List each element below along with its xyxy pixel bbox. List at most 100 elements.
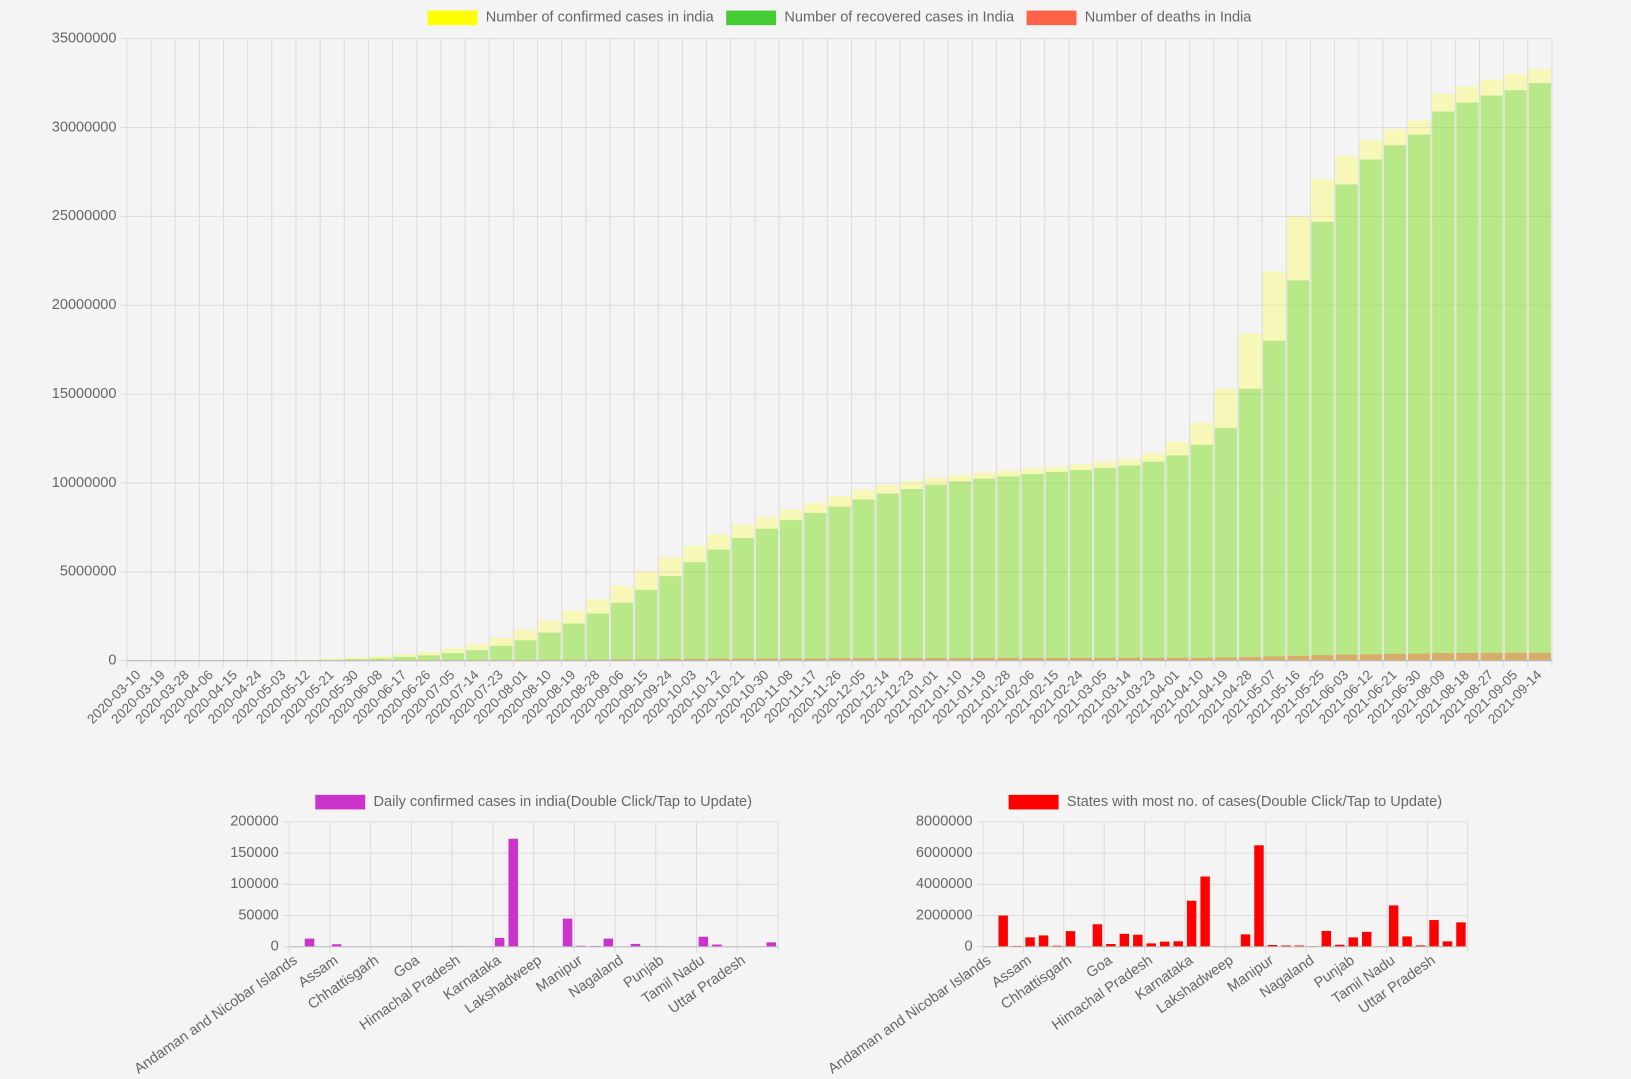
bar	[683, 562, 706, 661]
bar	[441, 653, 465, 661]
bar	[562, 610, 585, 661]
y-tick-label: 150000	[230, 845, 279, 861]
bar	[828, 658, 851, 661]
bar	[1142, 461, 1165, 661]
bar	[1166, 657, 1189, 661]
bar	[1456, 652, 1479, 661]
bar	[1348, 937, 1358, 947]
legend-swatch	[726, 10, 777, 26]
bar	[490, 637, 513, 661]
legend: States with most no. of cases(Double Cli…	[1008, 794, 1442, 810]
bar	[1432, 111, 1455, 661]
bar	[331, 944, 342, 947]
bar	[1528, 652, 1551, 661]
bar	[780, 509, 803, 661]
y-tick-label: 35000000	[52, 30, 117, 46]
bar	[1361, 931, 1372, 947]
bar	[780, 520, 803, 661]
bar	[1045, 657, 1068, 661]
bar	[1021, 657, 1044, 661]
bar	[1240, 934, 1251, 947]
legend-swatch	[427, 10, 478, 26]
bar	[731, 524, 754, 661]
bar	[1311, 221, 1334, 661]
bar	[755, 658, 779, 661]
bar	[1106, 944, 1116, 947]
y-tick-label: 20000000	[52, 297, 117, 313]
y-tick-label: 10000000	[52, 475, 117, 491]
bar	[1146, 943, 1156, 947]
bar	[997, 657, 1020, 661]
bar	[1069, 464, 1093, 661]
bar	[1021, 468, 1044, 661]
bar	[369, 655, 392, 661]
bar	[1200, 876, 1210, 947]
bar	[1238, 388, 1262, 661]
bar	[1456, 922, 1466, 947]
bar	[1335, 944, 1345, 947]
bar	[828, 495, 851, 661]
bar	[1166, 442, 1189, 661]
legend-label: Number of confirmed cases in india	[486, 10, 715, 26]
bar	[441, 648, 465, 661]
bar	[321, 658, 344, 661]
bar	[1021, 474, 1044, 661]
bar	[876, 658, 899, 661]
bar	[804, 512, 827, 661]
bar	[997, 476, 1020, 661]
bar	[1094, 467, 1117, 661]
legend: Daily confirmed cases in india(Double Cl…	[315, 794, 752, 810]
bar	[949, 481, 972, 661]
bar	[1190, 444, 1213, 661]
bar	[1142, 453, 1165, 661]
bar	[973, 657, 996, 661]
bar	[973, 472, 996, 661]
bar	[514, 629, 537, 661]
bar	[1402, 936, 1412, 947]
bar	[514, 640, 537, 661]
bar	[630, 943, 641, 947]
bar	[1025, 937, 1035, 947]
bar	[562, 623, 585, 661]
bar	[369, 658, 392, 661]
bar	[1407, 653, 1431, 661]
bar	[1383, 145, 1407, 661]
bar	[1383, 653, 1407, 661]
bar	[1045, 471, 1068, 661]
bar	[1442, 941, 1453, 947]
bar	[876, 493, 899, 661]
bar	[1432, 653, 1455, 661]
bar	[490, 645, 513, 661]
bar	[1480, 95, 1503, 661]
y-tick-label: 0	[108, 653, 116, 669]
bar	[393, 656, 416, 661]
bar	[924, 658, 948, 661]
bar	[586, 659, 610, 661]
bar	[1335, 155, 1358, 661]
bar	[852, 499, 875, 661]
bar	[1214, 388, 1237, 661]
y-tick-label: 6000000	[916, 845, 973, 861]
y-tick-label: 25000000	[52, 208, 117, 224]
bar	[1094, 461, 1117, 661]
bar	[766, 942, 777, 947]
legend-swatch	[1008, 794, 1059, 810]
bar	[1186, 900, 1197, 947]
bar	[296, 659, 320, 661]
bar	[586, 599, 610, 661]
bar	[603, 938, 614, 947]
bar	[731, 538, 754, 661]
bar	[900, 658, 923, 661]
bar	[1287, 280, 1310, 661]
bar	[1287, 216, 1310, 661]
bar	[1432, 93, 1455, 661]
bar	[1480, 79, 1503, 661]
y-tick-label: 2000000	[916, 907, 973, 923]
legend: Number of confirmed cases in india Number…	[427, 10, 1252, 26]
bar	[1065, 931, 1076, 947]
x-tick-label: Andaman and Nicobar Islands	[132, 953, 301, 1078]
bar	[1456, 102, 1479, 661]
bar	[1359, 654, 1382, 661]
bar	[1311, 179, 1334, 661]
bar	[1263, 340, 1286, 661]
